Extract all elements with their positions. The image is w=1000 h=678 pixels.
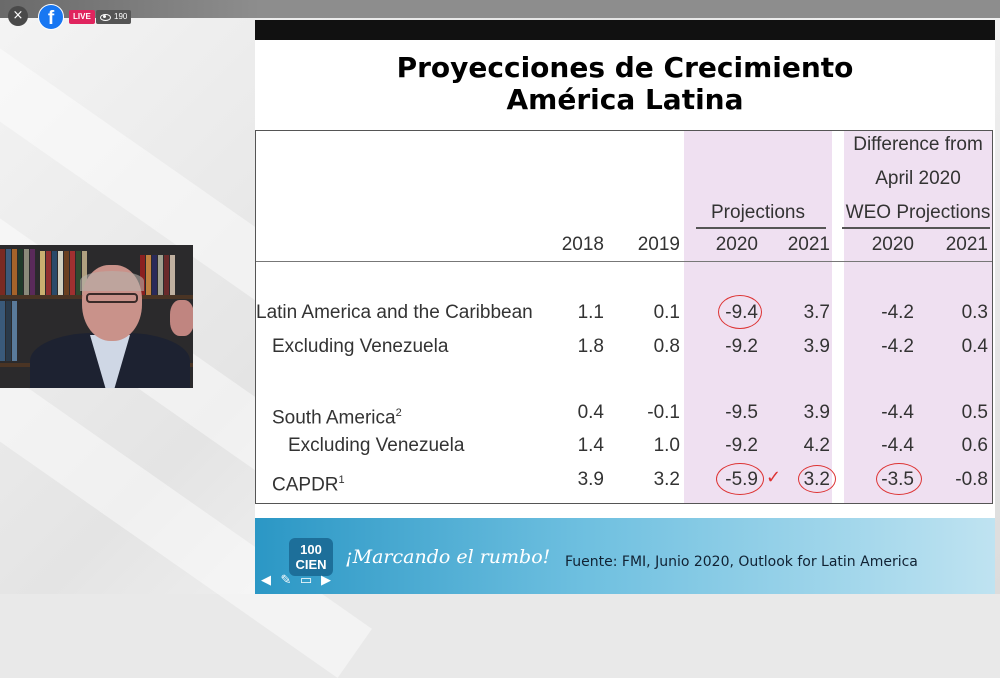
- annotation-circle: [718, 295, 762, 329]
- facebook-logo-icon[interactable]: f: [38, 4, 64, 30]
- table-cell: 3.9: [803, 402, 830, 423]
- year-header: 2020: [715, 234, 758, 255]
- live-badge: LIVE: [69, 10, 95, 24]
- table-cell: -9.2: [725, 336, 758, 357]
- year-header: 2018: [561, 234, 604, 255]
- table-cell: 0.4: [577, 402, 604, 423]
- arrow-right-icon[interactable]: ▶: [321, 573, 331, 588]
- table-cell: 1.0: [653, 435, 680, 456]
- table-cell: -0.8: [955, 469, 988, 490]
- difference-header-3: WEO Projections: [845, 202, 991, 223]
- table-cell: 0.8: [653, 336, 680, 357]
- cien-logo: 100 CIEN: [289, 538, 333, 576]
- footnote-marker: 1: [338, 474, 345, 486]
- table-cell: 0.5: [961, 402, 988, 423]
- row-label: Latin America and the Caribbean: [256, 302, 533, 323]
- slide-title-line-1: Proyecciones de Crecimiento: [396, 51, 854, 84]
- difference-shade: [844, 131, 992, 503]
- logo-line-1: 100: [300, 542, 322, 557]
- slide-tools: ◀ ✎ ▭ ▶: [259, 574, 333, 588]
- slide-top-bar: [255, 20, 995, 40]
- table-cell: -9.2: [725, 435, 758, 456]
- logo-line-2: CIEN: [295, 557, 327, 572]
- year-header: 2021: [787, 234, 830, 255]
- table-cell: 3.9: [577, 469, 604, 490]
- footnote-marker: 2: [395, 407, 402, 419]
- table-cell: 1.1: [577, 302, 604, 323]
- annotation-circle: [716, 463, 764, 495]
- annotation-check-icon: ✓: [766, 467, 782, 488]
- viewer-count: 190: [114, 12, 128, 21]
- slide-title-line-2: América Latina: [506, 83, 744, 116]
- slides-icon[interactable]: ▭: [299, 573, 313, 588]
- table-cell: 1.4: [577, 435, 604, 456]
- year-header: 2020: [871, 234, 914, 255]
- projections-header: Projections: [711, 202, 805, 223]
- table-cell: 0.1: [653, 302, 680, 323]
- table-cell: -4.2: [881, 302, 914, 323]
- growth-projections-table: Difference from April 2020 WEO Projectio…: [255, 130, 993, 504]
- table-cell: -9.5: [725, 402, 758, 423]
- table-cell: -4.4: [881, 435, 914, 456]
- row-label-text: South America: [272, 407, 396, 429]
- eye-icon: [100, 13, 111, 21]
- pen-icon[interactable]: ✎: [280, 573, 292, 588]
- table-cell: 0.6: [961, 435, 988, 456]
- year-header: 2019: [637, 234, 680, 255]
- row-label: CAPDR1: [272, 469, 345, 496]
- table-cell: 0.3: [961, 302, 988, 323]
- table-cell: 0.4: [961, 336, 988, 357]
- annotation-circle: [798, 465, 836, 493]
- table-cell: 1.8: [577, 336, 604, 357]
- presentation-slide: Proyecciones de Crecimiento América Lati…: [255, 20, 995, 594]
- row-label: Excluding Venezuela: [288, 435, 465, 456]
- viewer-count-badge: 190: [96, 10, 132, 24]
- stream-top-bar: [0, 0, 1000, 18]
- source-citation: Fuente: FMI, Junio 2020, Outlook for Lat…: [565, 554, 918, 570]
- year-header: 2021: [945, 234, 988, 255]
- slogan: ¡Marcando el rumbo!: [345, 546, 551, 568]
- row-label-text: CAPDR: [272, 474, 339, 496]
- table-cell: 4.2: [803, 435, 830, 456]
- row-label: South America2: [272, 402, 402, 429]
- table-cell: -4.4: [881, 402, 914, 423]
- slide-footer: 100 CIEN ¡Marcando el rumbo! Fuente: FMI…: [255, 518, 995, 594]
- table-cell: 3.9: [803, 336, 830, 357]
- table-cell: 3.7: [803, 302, 830, 323]
- table-cell: -0.1: [647, 402, 680, 423]
- difference-header-1: Difference from: [853, 134, 983, 155]
- row-label: Excluding Venezuela: [272, 336, 449, 357]
- table-cell: 3.2: [653, 469, 680, 490]
- close-icon[interactable]: ×: [8, 6, 28, 26]
- difference-header-2: April 2020: [875, 168, 961, 189]
- annotation-circle: [876, 463, 922, 495]
- table-cell: -4.2: [881, 336, 914, 357]
- slide-title: Proyecciones de Crecimiento América Lati…: [255, 52, 995, 116]
- presenter-webcam: [0, 245, 193, 388]
- arrow-left-icon[interactable]: ◀: [261, 573, 271, 588]
